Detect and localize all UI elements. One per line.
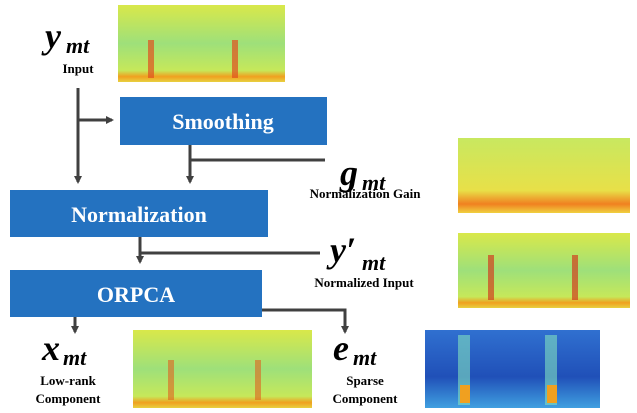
subscript: mt xyxy=(63,345,87,370)
caption: Component xyxy=(35,391,101,406)
symbol: y′ xyxy=(326,230,356,270)
subscript: mt xyxy=(66,33,90,58)
subscript: mt xyxy=(353,345,377,370)
caption: Normalized Input xyxy=(314,275,414,290)
subscript: mt xyxy=(362,250,386,275)
caption: Input xyxy=(62,61,94,76)
spectrogram xyxy=(133,330,312,408)
symbol: x xyxy=(41,328,60,368)
caption: Normalization Gain xyxy=(310,186,422,201)
block-label: Normalization xyxy=(71,202,207,227)
caption: Sparse xyxy=(346,373,384,388)
diagram: Smoothing Normalization ORPCA y mt Input… xyxy=(0,0,637,413)
caption: Component xyxy=(332,391,398,406)
spectrogram xyxy=(458,138,630,213)
block-label: Smoothing xyxy=(172,109,273,134)
block-label: ORPCA xyxy=(97,282,175,307)
spectrogram xyxy=(118,5,285,82)
symbol: e xyxy=(333,328,349,368)
symbol: y xyxy=(41,16,62,56)
caption: Low-rank xyxy=(40,373,96,388)
spectrogram xyxy=(458,233,630,308)
spectrogram xyxy=(425,330,600,408)
